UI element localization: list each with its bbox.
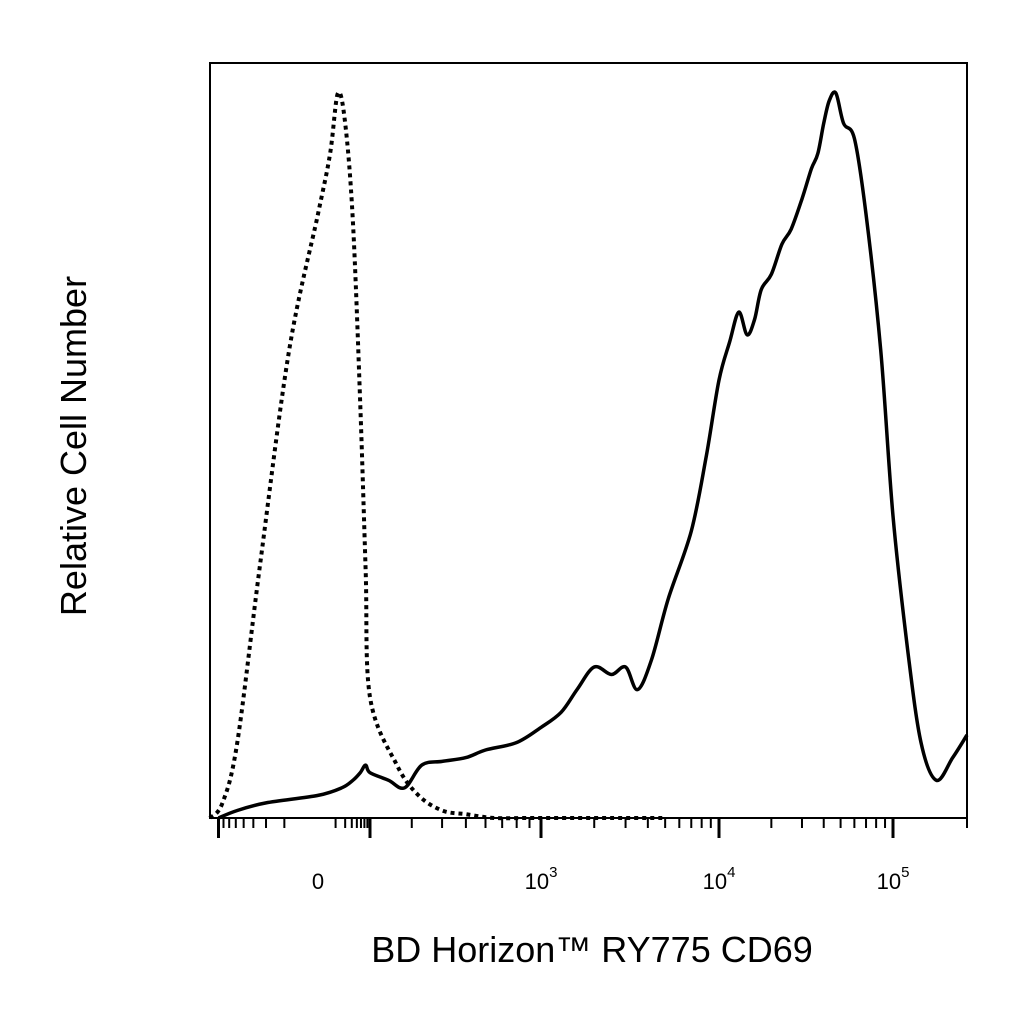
x-major-ticks <box>216 818 895 838</box>
isotype-control-histogram <box>208 90 666 821</box>
x-tick-label: 103 <box>525 864 558 894</box>
x-tick-label: 104 <box>703 864 736 894</box>
x-tick-label: 105 <box>877 864 910 894</box>
x-tick-exponent: 3 <box>549 864 557 881</box>
plot-frame <box>209 62 968 819</box>
x-tick-exponent: 5 <box>901 864 909 881</box>
y-axis-title: Relative Cell Number <box>53 276 94 616</box>
x-tick-exponent: 4 <box>727 864 735 881</box>
x-axis-title: BD Horizon™ RY775 CD69 <box>371 929 813 970</box>
x-tick-label: 0 <box>312 869 324 894</box>
cd69-stained-histogram <box>217 90 969 820</box>
x-tick-labels: 0 103 104 105 <box>312 864 910 894</box>
series-layer <box>208 90 969 821</box>
x-minor-ticks <box>217 818 968 828</box>
